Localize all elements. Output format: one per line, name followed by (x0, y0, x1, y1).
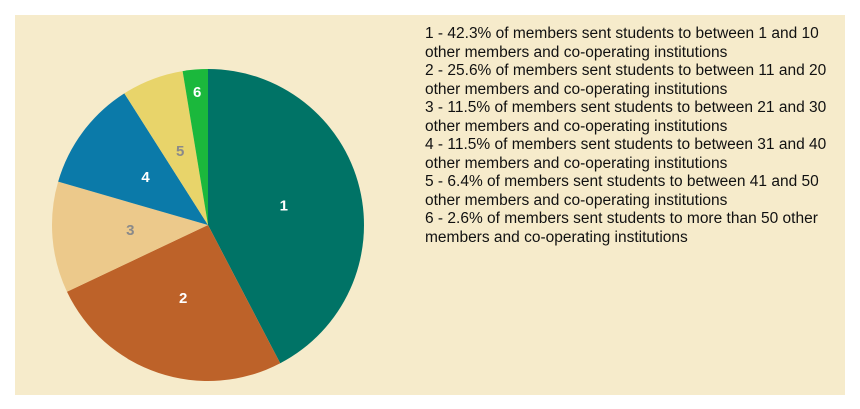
pie-slice (52, 181, 208, 292)
pie-slice (208, 69, 365, 364)
legend-entry: 5 - 6.4% of members sent students to bet… (425, 173, 819, 209)
slice-label: 5 (176, 143, 184, 160)
pie-slice (58, 93, 208, 225)
legend-entry: 2 - 25.6% of members sent students to be… (425, 62, 827, 98)
legend: 1 - 42.3% of members sent students to be… (425, 25, 837, 247)
slice-label: 2 (179, 290, 187, 307)
slice-label: 1 (280, 197, 288, 214)
pie-slice (66, 225, 281, 382)
legend-entry: 3 - 11.5% of members sent students to be… (425, 99, 827, 135)
slice-label: 3 (126, 222, 134, 239)
slice-label: 6 (193, 84, 201, 101)
slice-label: 4 (141, 169, 150, 186)
legend-entry: 1 - 42.3% of members sent students to be… (425, 25, 819, 61)
chart-panel: 1 2 3 4 5 6 1 - 42.3% of members sent student… (15, 15, 845, 395)
legend-entry: 6 - 2.6% of members sent students to mor… (425, 210, 818, 246)
pie-chart: 1 2 3 4 5 6 (52, 69, 365, 382)
legend-entry: 4 - 11.5% of members sent students to be… (425, 136, 827, 172)
pie-slice (124, 71, 208, 225)
pie-slice (182, 69, 208, 225)
